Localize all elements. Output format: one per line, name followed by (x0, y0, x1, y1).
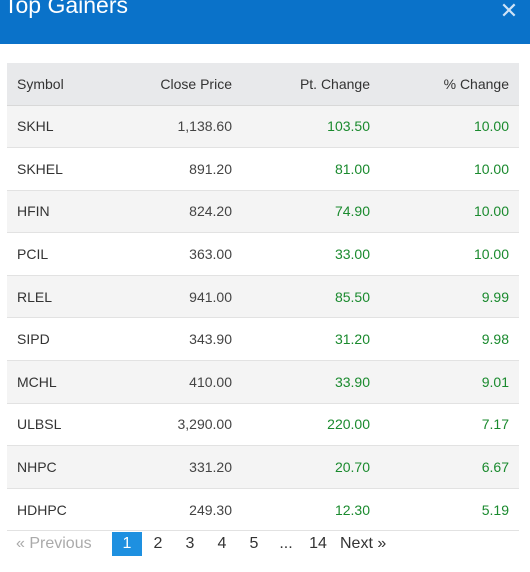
cell-pt-change: 81.00 (334, 160, 370, 177)
cell-pt-change: 33.90 (334, 373, 370, 390)
cell-close-price: 3,290.00 (177, 416, 233, 433)
table-row[interactable]: NHPC 331.20 20.70 6.67 (7, 445, 519, 489)
cell-close-price: 1,138.60 (177, 118, 233, 135)
cell-pct-change: 9.01 (481, 373, 509, 390)
cell-close-price: 249.30 (189, 501, 232, 518)
cell-close-price: 343.90 (189, 331, 232, 348)
cell-close-price: 941.00 (189, 288, 232, 305)
table-header-row: Symbol Close Price Pt. Change % Change (7, 63, 519, 106)
table-row[interactable]: MCHL 410.00 33.90 9.01 (7, 360, 519, 404)
table-row[interactable]: PCIL 363.00 33.00 10.00 (7, 232, 519, 276)
pagination: « Previous 1 2 3 4 5 ... 14 Next » (12, 532, 404, 556)
cell-close-price: 410.00 (189, 373, 232, 390)
cell-symbol: PCIL (17, 246, 49, 263)
cell-symbol: HFIN (17, 203, 50, 220)
table-row[interactable]: SKHEL 891.20 81.00 10.00 (7, 147, 519, 191)
cell-symbol: ULBSL (17, 416, 62, 433)
close-icon[interactable]: ✕ (499, 0, 519, 23)
cell-pt-change: 33.00 (334, 246, 370, 263)
cell-pct-change: 5.19 (481, 501, 509, 518)
cell-close-price: 824.20 (189, 203, 232, 220)
table-row[interactable]: ULBSL 3,290.00 220.00 7.17 (7, 403, 519, 446)
next-page-link[interactable]: Next » (340, 535, 387, 552)
cell-close-price: 363.00 (189, 246, 232, 263)
cell-symbol: MCHL (17, 373, 57, 390)
modal-title: Top Gainers (4, 0, 129, 18)
page-link-2[interactable]: 2 (153, 535, 163, 552)
cell-pct-change: 10.00 (473, 203, 509, 220)
cell-pt-change: 74.90 (334, 203, 370, 220)
cell-symbol: NHPC (17, 459, 57, 476)
cell-pct-change: 7.17 (481, 416, 509, 433)
cell-symbol: RLEL (17, 288, 53, 305)
column-header-pt-change[interactable]: Pt. Change (242, 63, 380, 106)
page-link-5[interactable]: 5 (249, 535, 259, 552)
table-row[interactable]: SIPD 343.90 31.20 9.98 (7, 317, 519, 361)
page-link-14[interactable]: 14 (309, 535, 327, 552)
cell-pt-change: 12.30 (334, 501, 370, 518)
cell-symbol: SKHEL (17, 160, 63, 177)
top-gainers-table: Symbol Close Price Pt. Change % Change S… (7, 63, 519, 531)
cell-symbol: SIPD (17, 331, 50, 348)
cell-pt-change: 85.50 (334, 288, 370, 305)
modal-header: Top Gainers ✕ (0, 0, 530, 44)
page-link-4[interactable]: 4 (217, 535, 227, 552)
cell-close-price: 331.20 (189, 459, 232, 476)
page-ellipsis: ... (279, 535, 293, 552)
cell-pt-change: 220.00 (327, 416, 370, 433)
cell-pct-change: 10.00 (473, 246, 509, 263)
cell-pct-change: 10.00 (473, 118, 509, 135)
previous-page-link[interactable]: « Previous (16, 535, 92, 552)
cell-pt-change: 103.50 (327, 118, 370, 135)
table-row[interactable]: SKHL 1,138.60 103.50 10.00 (7, 105, 519, 148)
column-header-pct-change[interactable]: % Change (380, 63, 519, 106)
cell-pct-change: 9.99 (481, 288, 509, 305)
cell-pct-change: 6.67 (481, 459, 509, 476)
cell-symbol: HDHPC (17, 501, 67, 518)
cell-symbol: SKHL (17, 118, 54, 135)
cell-pct-change: 10.00 (473, 160, 509, 177)
table-row[interactable]: HDHPC 249.30 12.30 5.19 (7, 488, 519, 531)
page-link-1[interactable]: 1 (112, 532, 142, 556)
cell-close-price: 891.20 (189, 160, 232, 177)
table-row[interactable]: RLEL 941.00 85.50 9.99 (7, 275, 519, 318)
column-header-close-price[interactable]: Close Price (117, 63, 242, 106)
cell-pt-change: 20.70 (334, 459, 370, 476)
table-row[interactable]: HFIN 824.20 74.90 10.00 (7, 190, 519, 233)
cell-pct-change: 9.98 (481, 331, 509, 348)
page-link-3[interactable]: 3 (185, 535, 195, 552)
column-header-symbol[interactable]: Symbol (7, 63, 117, 106)
cell-pt-change: 31.20 (334, 331, 370, 348)
